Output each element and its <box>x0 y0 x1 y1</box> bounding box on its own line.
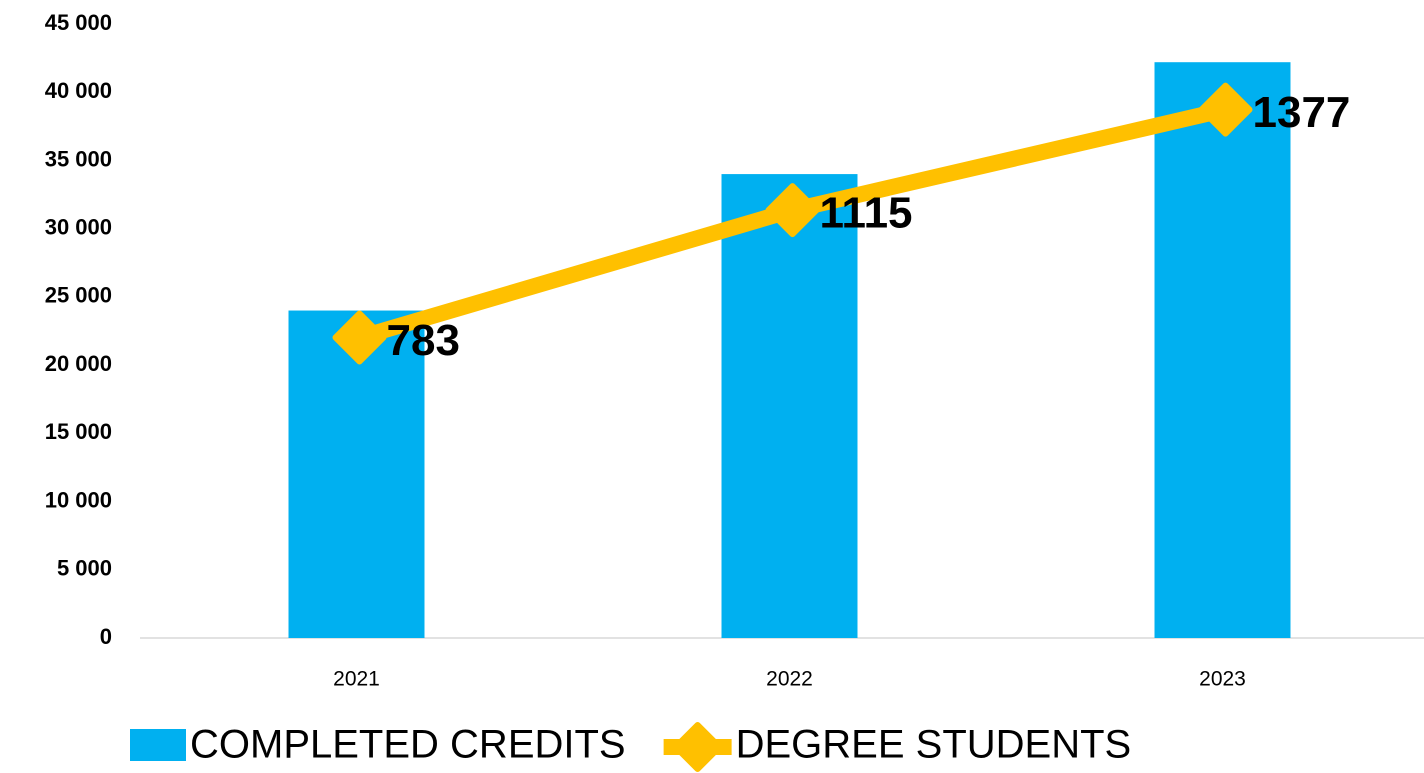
data-label: 783 <box>387 316 460 365</box>
y-tick-label: 0 <box>100 624 112 649</box>
x-tick-label: 2021 <box>333 668 380 691</box>
data-label: 1377 <box>1253 88 1351 137</box>
legend-label: COMPLETED CREDITS <box>190 723 626 767</box>
y-tick-label: 40 000 <box>45 78 112 103</box>
line-marker <box>1198 82 1253 137</box>
x-tick-label: 2022 <box>766 668 813 691</box>
legend-swatch <box>130 729 186 761</box>
bar <box>721 174 858 639</box>
legend-label: DEGREE STUDENTS <box>736 723 1132 767</box>
line-marker <box>672 722 723 772</box>
y-tick-label: 25 000 <box>45 283 112 308</box>
bar <box>1154 62 1291 638</box>
y-tick-label: 5 000 <box>57 556 112 581</box>
y-tick-label: 35 000 <box>45 146 112 171</box>
y-tick-label: 45 000 <box>45 10 112 35</box>
x-tick-label: 2023 <box>1199 668 1246 691</box>
data-label: 1115 <box>820 189 913 238</box>
bar <box>288 310 425 638</box>
y-tick-label: 30 000 <box>45 214 112 239</box>
y-tick-label: 15 000 <box>45 419 112 444</box>
line-marker <box>765 183 820 238</box>
line-marker <box>332 310 387 365</box>
y-tick-label: 20 000 <box>45 351 112 376</box>
y-tick-label: 10 000 <box>45 487 112 512</box>
